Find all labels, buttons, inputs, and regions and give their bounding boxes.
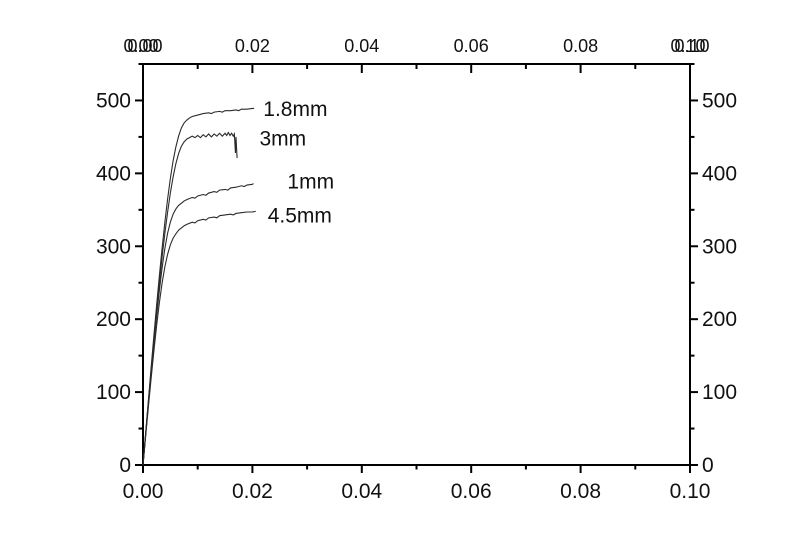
x-tick-label-top-doubled: 0.00 xyxy=(123,36,158,56)
curve-3mm xyxy=(142,131,238,466)
curve-label-1mm: 1mm xyxy=(287,170,334,193)
curve-annotations: 1.8mm 3mm 1mm 4.5mm xyxy=(260,98,335,228)
axis-ticks xyxy=(135,63,698,473)
curve-4.5mm xyxy=(142,210,256,466)
x-tick-label-top: 0.08 xyxy=(563,36,598,56)
y-tick-label-right: 0 xyxy=(702,454,714,477)
y-tick-label-right: 200 xyxy=(702,308,737,331)
x-tick-label-top-doubled: 0.10 xyxy=(670,36,705,56)
curve-1mm xyxy=(142,183,254,466)
curve-label-1.8mm: 1.8mm xyxy=(263,98,327,121)
y-tick-label-left: 100 xyxy=(96,381,131,404)
plot-frame xyxy=(142,63,691,466)
x-tick-label-bottom: 0.02 xyxy=(232,480,273,503)
curve-label-4.5mm: 4.5mm xyxy=(268,205,332,228)
x-tick-label-top-doubled: 0.00 xyxy=(127,36,162,56)
y-tick-label-left: 0 xyxy=(119,454,131,477)
y-tick-label-right: 300 xyxy=(702,235,737,258)
x-tick-label-bottom: 0.06 xyxy=(451,480,492,503)
y-tick-label-left: 200 xyxy=(96,308,131,331)
y-tick-label-right: 100 xyxy=(702,381,737,404)
axis-tick-labels: 0.000.000.000.020.020.040.040.060.060.08… xyxy=(96,36,737,503)
x-tick-label-top: 0.02 xyxy=(235,36,270,56)
curve-label-3mm: 3mm xyxy=(260,127,307,150)
y-tick-label-right: 400 xyxy=(702,162,737,185)
x-tick-label-bottom: 0.08 xyxy=(560,480,601,503)
data-curves xyxy=(142,107,256,466)
x-tick-label-bottom: 0.10 xyxy=(670,480,711,503)
y-tick-label-left: 500 xyxy=(96,89,131,112)
y-tick-label-left: 300 xyxy=(96,235,131,258)
x-tick-label-top: 0.06 xyxy=(454,36,489,56)
x-tick-label-top-doubled: 0.10 xyxy=(674,36,709,56)
x-tick-label-top: 0.04 xyxy=(344,36,379,56)
x-tick-label-bottom: 0.04 xyxy=(341,480,382,503)
x-tick-label-bottom: 0.00 xyxy=(123,480,164,503)
curve-1.8mm xyxy=(142,107,255,466)
y-tick-label-left: 400 xyxy=(96,162,131,185)
y-tick-label-right: 500 xyxy=(702,89,737,112)
